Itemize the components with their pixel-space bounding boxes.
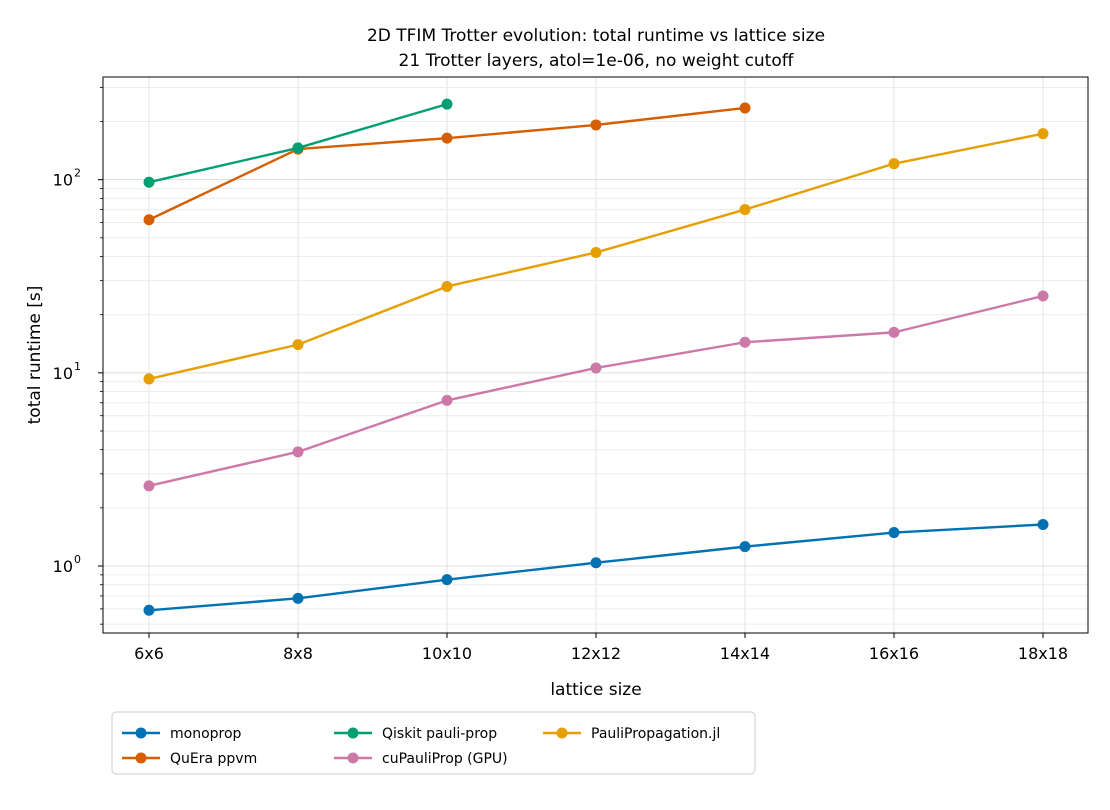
data-point bbox=[739, 102, 751, 114]
y-tick-base: 10 bbox=[53, 171, 73, 190]
series-monoprop bbox=[143, 519, 1049, 616]
legend-label: monoprop bbox=[170, 726, 242, 742]
legend-swatch-marker bbox=[135, 752, 147, 764]
data-point bbox=[143, 604, 155, 616]
data-point bbox=[590, 246, 602, 258]
data-point bbox=[441, 132, 453, 144]
data-point bbox=[590, 557, 602, 569]
data-point bbox=[1037, 290, 1049, 302]
legend-label: Qiskit pauli-prop bbox=[382, 726, 497, 742]
data-point bbox=[590, 362, 602, 374]
x-axis-label: lattice size bbox=[550, 680, 641, 700]
data-point bbox=[441, 394, 453, 406]
y-tick-label: 10 1 bbox=[53, 360, 81, 383]
chart-title: 2D TFIM Trotter evolution: total runtime… bbox=[367, 26, 825, 46]
y-tick-exponent: 0 bbox=[74, 553, 81, 566]
data-point bbox=[888, 158, 900, 170]
legend-frame bbox=[111, 711, 756, 775]
data-point bbox=[292, 446, 304, 458]
data-point bbox=[292, 592, 304, 604]
data-point bbox=[143, 480, 155, 492]
data-point bbox=[1037, 128, 1049, 140]
grid-lines bbox=[103, 77, 1088, 633]
legend-swatch-marker bbox=[347, 727, 359, 739]
y-tick-exponent: 1 bbox=[74, 360, 81, 373]
data-point bbox=[1037, 519, 1049, 531]
y-tick-base: 10 bbox=[53, 557, 73, 576]
legend-item: PauliPropagation.jl bbox=[543, 726, 720, 742]
data-point bbox=[739, 336, 751, 348]
data-point bbox=[143, 176, 155, 188]
x-tick-label: 14x14 bbox=[720, 644, 770, 663]
x-tick-label: 16x16 bbox=[869, 644, 919, 663]
data-point bbox=[441, 280, 453, 292]
y-tick-base: 10 bbox=[53, 364, 73, 383]
x-tick-label: 6x6 bbox=[134, 644, 164, 663]
plot-frame bbox=[102, 76, 1089, 634]
legend-swatch-marker bbox=[556, 727, 568, 739]
series-cupauliprop-gpu bbox=[143, 290, 1049, 492]
legend-item: monoprop bbox=[122, 726, 242, 742]
legend-item: QuEra ppvm bbox=[122, 751, 257, 767]
x-tick-label: 10x10 bbox=[422, 644, 472, 663]
legend-label: cuPauliProp (GPU) bbox=[382, 751, 508, 767]
data-point bbox=[292, 339, 304, 351]
data-point bbox=[143, 373, 155, 385]
legend-swatch-marker bbox=[347, 752, 359, 764]
x-tick-label: 18x18 bbox=[1018, 644, 1068, 663]
data-point bbox=[590, 119, 602, 131]
legend-item: Qiskit pauli-prop bbox=[334, 726, 497, 742]
data-point bbox=[888, 326, 900, 338]
legend-swatch-marker bbox=[135, 727, 147, 739]
data-point bbox=[888, 527, 900, 539]
data-point bbox=[441, 574, 453, 586]
series-paulipropagation-jl bbox=[143, 128, 1049, 385]
series-group bbox=[143, 98, 1049, 616]
data-point bbox=[143, 214, 155, 226]
legend-item: cuPauliProp (GPU) bbox=[334, 751, 508, 767]
series-qiskit-pauli-prop bbox=[143, 98, 453, 188]
y-tick-exponent: 2 bbox=[74, 167, 81, 180]
data-point bbox=[739, 204, 751, 216]
y-tick-label: 10 0 bbox=[53, 553, 81, 576]
x-axis-ticks: 6x6 8x8 10x10 12x12 14x14 16x16 18x18 bbox=[134, 633, 1068, 663]
data-point bbox=[739, 541, 751, 553]
legend: monoprop QuEra ppvm Qiskit pauli-prop cuPau… bbox=[111, 711, 756, 775]
data-point bbox=[292, 142, 304, 154]
chart-subtitle: 21 Trotter layers, atol=1e-06, no weight… bbox=[399, 51, 795, 71]
y-tick-label: 10 2 bbox=[53, 167, 81, 190]
legend-label: QuEra ppvm bbox=[170, 751, 257, 767]
legend-label: PauliPropagation.jl bbox=[591, 726, 720, 742]
x-tick-label: 8x8 bbox=[283, 644, 313, 663]
y-axis-label: total runtime [s] bbox=[25, 286, 45, 425]
x-tick-label: 12x12 bbox=[571, 644, 621, 663]
data-point bbox=[441, 98, 453, 110]
